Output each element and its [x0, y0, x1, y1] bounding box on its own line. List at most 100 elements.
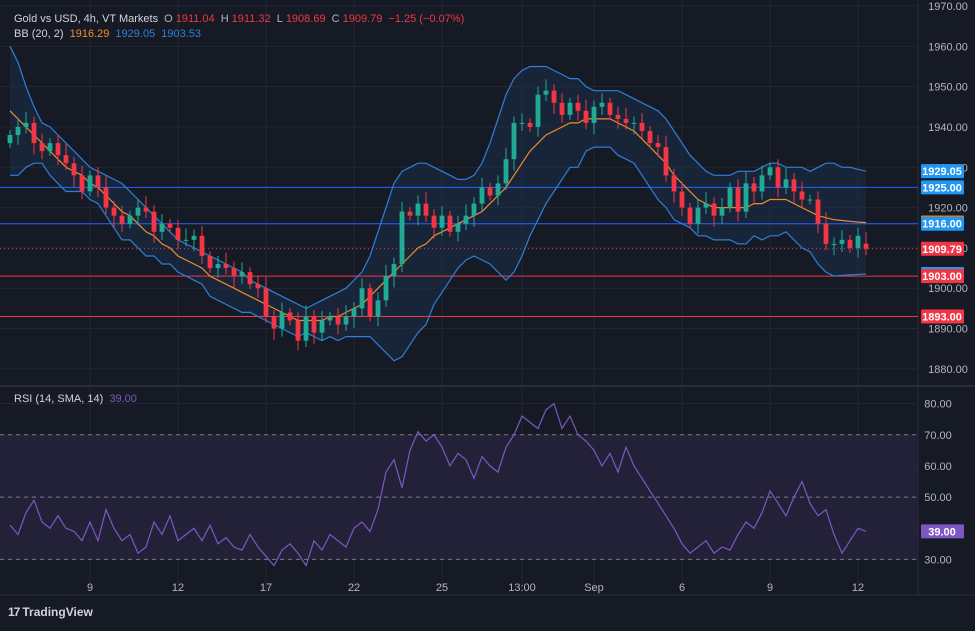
candle-body	[375, 300, 381, 317]
tradingview-logo[interactable]: 17 TradingView	[8, 605, 93, 619]
price-tick-label: 1960.00	[928, 41, 968, 53]
open-value: 1911.04	[175, 13, 215, 25]
price-badge-1903.00	[921, 269, 964, 284]
rsi-tick-label: 60.00	[924, 461, 952, 473]
candle-body	[31, 122, 37, 144]
price-tick-label: 1970.00	[928, 1, 968, 13]
candle-body	[791, 179, 797, 192]
candle-body	[303, 316, 309, 341]
bb-lower-value: 1903.53	[161, 28, 202, 40]
rsi-legend: RSI (14, SMA, 14) 39.00	[14, 393, 140, 405]
candle-body	[847, 239, 853, 248]
price-badge-1925.00	[921, 180, 964, 195]
candle-body	[167, 223, 173, 228]
candle-body	[191, 235, 197, 240]
candle-body	[519, 122, 525, 124]
candle-body	[767, 167, 773, 176]
price-badge-1929.05	[921, 164, 964, 179]
rsi-name: RSI (14, SMA, 14)	[14, 393, 104, 405]
price-badges: 1929.051925.001916.291916.001909.791903.…	[921, 164, 964, 539]
rsi-value-badge-label: 39.00	[928, 526, 956, 538]
time-axis[interactable]: 9 12 17 22 25 13:00 Sep 6 9 12	[87, 582, 864, 594]
horizontal-levels	[0, 186, 918, 317]
candle-body	[679, 191, 685, 208]
candle-body	[615, 114, 621, 119]
candle-body	[39, 143, 45, 152]
candle-body	[839, 239, 845, 244]
candle-body	[127, 215, 133, 224]
candle-body	[487, 187, 493, 196]
candle-body	[199, 235, 205, 256]
candle-body	[95, 175, 101, 188]
candle-body	[719, 207, 725, 216]
time-tick-label: 9	[87, 582, 93, 594]
candle-body	[623, 118, 629, 123]
candle-body	[647, 130, 653, 144]
candle-body	[535, 94, 541, 127]
candle-body	[151, 211, 157, 232]
candle-body	[295, 320, 301, 341]
rsi-tick-label: 70.00	[924, 430, 952, 442]
candle-body	[631, 122, 637, 124]
candle-body	[591, 106, 597, 123]
candle-body	[423, 203, 429, 216]
time-tick-label: 22	[348, 582, 360, 594]
candle-body	[287, 312, 293, 321]
candle-body	[103, 187, 109, 208]
candle-body	[807, 199, 813, 201]
candle-body	[695, 207, 701, 224]
price-badge-1909.79	[921, 241, 964, 256]
candle-body	[551, 90, 557, 103]
candle-body	[559, 102, 565, 115]
candle-body	[687, 207, 693, 224]
candle-body	[247, 272, 253, 285]
close-label: C	[331, 13, 340, 25]
candle-body	[495, 183, 501, 196]
bb-legend: BB (20, 2) 1916.29 1929.05 1903.53	[14, 28, 204, 40]
candle-body	[567, 102, 573, 115]
candle-body	[391, 264, 397, 277]
candle-body	[143, 207, 149, 212]
candle-body	[223, 264, 229, 269]
candle-body	[63, 155, 69, 164]
price-tick-label: 1880.00	[928, 364, 968, 376]
candle-body	[751, 183, 757, 192]
time-tick-label: 9	[767, 582, 773, 594]
candle-body	[471, 203, 477, 216]
candle-body	[87, 175, 93, 192]
time-tick-label: 13:00	[508, 582, 536, 594]
candle-body	[463, 215, 469, 224]
candle-body	[815, 199, 821, 224]
rsi-line	[9, 402, 867, 567]
price-axis[interactable]: 1880.001890.001900.001910.001920.001930.…	[924, 1, 968, 566]
candle-body	[255, 284, 261, 289]
bb-lower-line	[10, 146, 867, 362]
bb-fill	[10, 46, 866, 361]
symbol-legend: Gold vs USD, 4h, VT Markets O 1911.04 H 19…	[14, 13, 467, 25]
change-value: −1.25 (−0.07%)	[388, 13, 465, 25]
price-badge-label: 1909.79	[922, 244, 962, 256]
price-badge-1916.00	[921, 216, 964, 231]
price-badge-label: 1916.00	[922, 219, 962, 231]
candle-body	[215, 264, 221, 269]
candle-body	[479, 187, 485, 204]
candle-body	[743, 183, 749, 212]
high-label: H	[220, 13, 229, 25]
candle-body	[863, 243, 869, 249]
candle-body	[79, 175, 85, 192]
candle-body	[431, 215, 437, 228]
candle-body	[311, 316, 317, 333]
candle-body	[327, 316, 333, 321]
candle-body	[207, 255, 213, 269]
candle-body	[671, 175, 677, 192]
open-label: O	[164, 13, 173, 25]
price-tick-label: 1920.00	[928, 203, 968, 215]
candle-body	[7, 135, 13, 144]
candle-body	[183, 239, 189, 241]
candle-body	[335, 316, 341, 325]
tradingview-mark-icon: 17	[8, 605, 20, 619]
candle-body	[135, 207, 141, 216]
bb-basis-value: 1916.29	[69, 28, 110, 40]
